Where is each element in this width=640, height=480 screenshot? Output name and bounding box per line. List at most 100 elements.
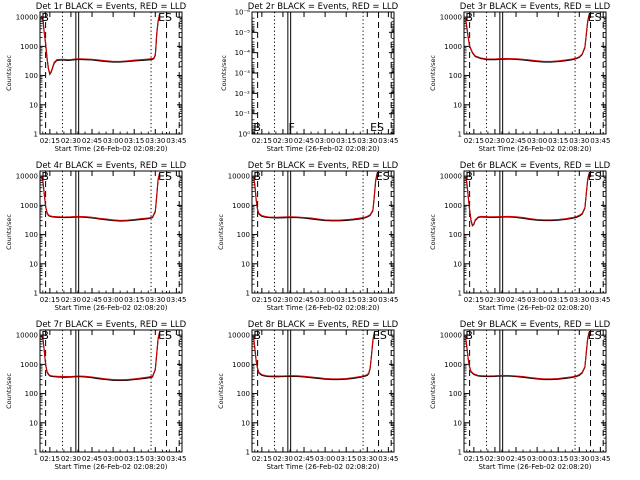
panel-title: Det 6r BLACK = Events, RED = LLD [460,161,611,171]
lld-series-line [464,14,590,62]
y-tick-label: 10⁰ [238,131,250,139]
y-tick-label: 1 [458,131,462,139]
y-tick-label: 1000 [444,361,462,369]
y-tick-label: 10 [453,419,462,427]
y-tick-label: 10⁻⁵ [235,29,251,37]
y-tick-label: 10 [29,260,38,268]
panel-det-7: Det 7r BLACK = Events, RED = LLD 1 10 100 10… [5,320,187,471]
x-axis-label: Start Time (26-Feb-02 02:08:20) [54,304,167,312]
panel-title: Det 2r BLACK = Events, RED = LLD [248,2,399,12]
x-tick-label: 02:30 [273,137,293,145]
x-tick-label: 03:45 [166,296,186,304]
panel-title: Det 5r BLACK = Events, RED = LLD [248,161,399,171]
x-tick-label: 02:45 [294,137,314,145]
x-tick-label: 02:45 [506,296,526,304]
x-tick-label: 02:15 [252,455,272,463]
y-tick-label: 10 [453,101,462,109]
x-tick-label: 03:30 [357,296,377,304]
y-tick-label: 10⁻¹ [235,110,251,118]
y-tick-label: 100 [25,231,38,239]
y-tick-label: 1 [34,449,38,457]
x-tick-label: 02:30 [485,137,505,145]
time-marker-label: B [253,170,261,183]
time-marker-label: F [289,121,295,134]
lld-series-line [252,332,375,380]
time-marker-label: B [41,11,49,24]
y-tick-label: 100 [237,231,250,239]
panel-det-5: Det 5r BLACK = Events, RED = LLD 1 10 100 10… [217,161,399,312]
x-tick-label: 02:30 [485,296,505,304]
events-series-line [252,173,378,222]
panel-title: Det 4r BLACK = Events, RED = LLD [36,161,187,171]
x-tick-label: 03:00 [315,296,335,304]
time-marker-label: ES [588,11,602,24]
x-tick-label: 02:30 [61,455,81,463]
time-marker-label: ES [158,329,172,342]
y-tick-label: 10⁻² [235,90,251,98]
time-marker-label: ES [158,11,172,24]
x-tick-label: 03:00 [315,137,335,145]
time-marker-label: B [41,170,49,183]
lld-series-line [464,173,590,227]
x-tick-label: 03:45 [378,296,398,304]
y-tick-label: 10000 [440,332,462,340]
x-tick-label: 02:15 [40,296,60,304]
y-tick-label: 1000 [444,43,462,51]
x-tick-label: 03:15 [548,296,568,304]
panel-title: Det 9r BLACK = Events, RED = LLD [460,320,611,330]
events-series-line [40,14,161,76]
x-tick-label: 03:30 [569,296,589,304]
y-tick-label: 10000 [228,173,250,181]
x-tick-label: 03:15 [336,137,356,145]
y-tick-label: 10000 [16,332,38,340]
y-tick-label: 10000 [16,173,38,181]
plot-frame [39,329,183,453]
x-tick-label: 03:15 [124,296,144,304]
y-axis-label: Counts/sec [5,55,13,91]
y-tick-label: 1000 [232,361,250,369]
events-series-line [40,332,161,382]
x-tick-label: 02:45 [82,296,102,304]
x-tick-label: 03:30 [145,137,165,145]
y-tick-label: 10000 [228,332,250,340]
x-tick-label: 03:15 [124,455,144,463]
time-marker-label: B [253,121,261,134]
y-tick-label: 100 [237,390,250,398]
lld-series-line [252,173,378,221]
x-axis-label: Start Time (26-Feb-02 02:08:20) [266,463,379,471]
y-axis-label: Counts/sec [429,214,437,250]
panel-det-3: Det 3r BLACK = Events, RED = LLD 1 10 100 10… [429,2,611,153]
x-tick-label: 03:45 [590,455,610,463]
x-tick-label: 02:15 [464,296,484,304]
y-axis-label: Counts/sec [5,373,13,409]
y-tick-label: 1000 [20,202,38,210]
y-tick-label: 10000 [440,173,462,181]
x-tick-label: 03:15 [548,137,568,145]
lld-series-line [40,332,161,381]
plot-frame [251,11,395,135]
x-tick-label: 02:15 [40,455,60,463]
time-marker-label: B [465,329,473,342]
x-tick-label: 03:30 [569,455,589,463]
y-axis-label: Counts/sec [217,373,225,409]
y-axis-label: Counts/sec [5,214,13,250]
x-axis-label: Start Time (26-Feb-02 02:08:20) [54,463,167,471]
x-axis-label: Start Time (26-Feb-02 02:08:20) [266,304,379,312]
time-marker-label: B [253,329,261,342]
y-tick-label: 10000 [16,14,38,22]
y-tick-label: 10 [453,260,462,268]
events-series-line [252,332,375,381]
time-marker-label: B [41,329,49,342]
y-tick-label: 1000 [20,361,38,369]
x-tick-label: 02:30 [273,455,293,463]
y-tick-label: 1 [34,131,38,139]
time-marker-label: B [465,170,473,183]
x-tick-label: 03:45 [166,137,186,145]
y-tick-label: 1 [458,290,462,298]
x-tick-label: 02:45 [82,455,102,463]
y-tick-label: 10⁻³ [235,70,251,78]
plot-frame [39,11,183,135]
x-tick-label: 03:30 [357,137,377,145]
